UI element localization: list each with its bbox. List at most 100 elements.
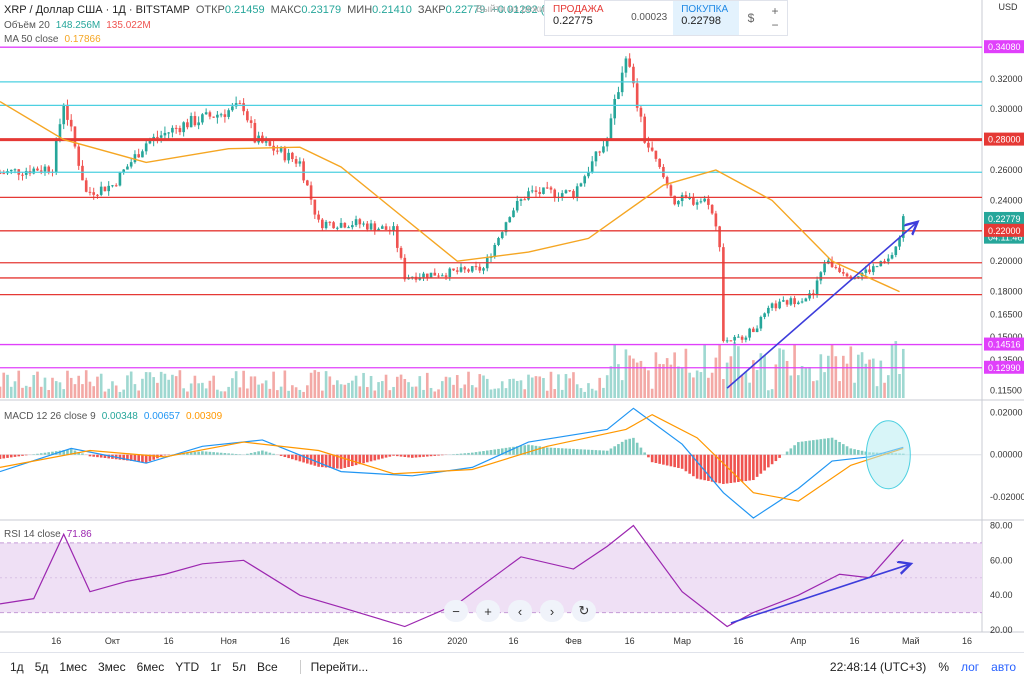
currency-icon[interactable]: $	[739, 1, 763, 35]
timeframe-1m[interactable]: 1мес	[59, 660, 87, 674]
chart-canvas[interactable]: 0.320000.300000.280000.260000.240000.220…	[0, 0, 1024, 652]
candle-body	[737, 337, 740, 338]
buy-button[interactable]: ПОКУПКА 0.22798	[673, 1, 739, 35]
macd-histogram-bar	[287, 455, 290, 458]
timeframe-1y[interactable]: 1г	[210, 660, 221, 674]
scroll-left-button[interactable]: ‹	[508, 600, 532, 622]
macd-histogram-bar	[771, 455, 774, 464]
candle-body	[760, 317, 763, 329]
timeframe-ytd[interactable]: YTD	[175, 660, 199, 674]
time-axis-tick: Мар	[673, 636, 691, 646]
volume-bar	[119, 392, 122, 398]
macd-histogram-bar	[651, 455, 654, 462]
candle-body	[265, 141, 268, 142]
macd-histogram-bar	[520, 446, 523, 455]
volume-bar	[591, 389, 594, 398]
volume-bar	[790, 375, 793, 398]
volume-bar	[467, 372, 470, 398]
goto-button[interactable]: Перейти...	[300, 660, 369, 674]
auto-toggle[interactable]: авто	[991, 660, 1016, 674]
volume-bar	[823, 372, 826, 398]
candle-body	[186, 122, 189, 127]
volume-legend[interactable]: Объём 20 148.256M 135.022M	[4, 20, 151, 31]
volume-bar	[598, 378, 601, 398]
timeframe-1d[interactable]: 1д	[10, 660, 24, 674]
sell-label: ПРОДАЖА	[553, 4, 617, 15]
candle-body	[104, 187, 107, 191]
volume-bar	[272, 372, 275, 398]
macd-legend[interactable]: MACD 12 26 close 9 0.00348 0.00657 0.003…	[4, 411, 222, 422]
macd-histogram-bar	[463, 453, 466, 454]
macd-histogram-bar	[220, 453, 223, 455]
macd-histogram-bar	[44, 453, 47, 455]
volume-bar	[231, 378, 234, 398]
macd-histogram-bar	[715, 455, 718, 483]
timeframe-3m[interactable]: 3мес	[98, 660, 126, 674]
macd-histogram-bar	[722, 455, 725, 484]
candle-body	[92, 192, 95, 195]
macd-histogram-bar	[827, 438, 830, 455]
scroll-right-button[interactable]: ›	[540, 600, 564, 622]
volume-bar	[718, 344, 721, 398]
macd-histogram-bar	[752, 455, 755, 480]
volume-legend-v1: 148.256M	[56, 20, 100, 31]
timeframe-all[interactable]: Все	[257, 660, 278, 674]
macd-histogram-bar	[2, 455, 5, 459]
volume-bar	[220, 391, 223, 398]
currency-label[interactable]: USD	[992, 2, 1024, 13]
rsi-legend[interactable]: RSI 14 close 71.86	[4, 529, 92, 540]
candle-body	[655, 151, 658, 159]
candle-body	[628, 58, 631, 66]
macd-histogram-bar	[842, 444, 845, 455]
candle-body	[0, 173, 1, 174]
macd-histogram-bar	[613, 446, 616, 454]
volume-bar	[25, 386, 28, 398]
zoom-out-button[interactable]: −	[444, 600, 468, 622]
macd-histogram-bar	[81, 453, 84, 454]
candle-body	[224, 114, 227, 117]
time-axis-tick: Фев	[565, 636, 582, 646]
candle-body	[276, 151, 279, 152]
candle-body	[269, 141, 272, 146]
candle-body	[302, 161, 305, 180]
timeframe-5y[interactable]: 5л	[232, 660, 246, 674]
volume-bar	[197, 383, 200, 398]
rsi-axis-tick: 40.00	[990, 590, 1013, 600]
volume-bar	[782, 350, 785, 398]
macd-histogram-bar	[235, 454, 238, 455]
macd-axis-tick: 0.02000	[990, 408, 1023, 418]
clock-time[interactable]: 22:48:14 (UTC+3)	[830, 660, 926, 674]
candle-body	[677, 201, 680, 204]
macd-histogram-bar	[190, 452, 193, 454]
log-toggle[interactable]: лог	[961, 660, 979, 674]
volume-bar	[857, 355, 860, 398]
time-axis-tick: Апр	[790, 636, 806, 646]
sell-button[interactable]: ПРОДАЖА 0.22775	[545, 1, 625, 35]
time-axis-tick: Ноя	[220, 636, 237, 646]
volume-bar	[681, 368, 684, 398]
zoom-in-button[interactable]: +	[476, 600, 500, 622]
macd-histogram-bar	[212, 452, 215, 455]
percent-toggle[interactable]: %	[938, 660, 949, 674]
macd-histogram-bar	[861, 451, 864, 455]
reset-chart-button[interactable]: ↻	[572, 600, 596, 622]
ma-legend-value: 0.17866	[64, 34, 100, 45]
volume-bar	[347, 383, 350, 398]
timeframe-6m[interactable]: 6мес	[137, 660, 165, 674]
volume-bar	[707, 378, 710, 398]
ma-legend[interactable]: MA 50 close 0.17866	[4, 34, 101, 45]
symbol-title[interactable]: XRP / Доллар США · 1Д · BITSTAMP	[4, 4, 190, 16]
volume-bar	[216, 390, 219, 398]
candle-body	[625, 58, 628, 72]
navigation-toolbar: − + ‹ › ↻	[444, 600, 596, 622]
candle-body	[160, 135, 163, 137]
volume-bar	[415, 387, 418, 398]
timeframe-5d[interactable]: 5д	[35, 660, 49, 674]
expand-icon[interactable]: +−	[763, 1, 787, 35]
volume-bar	[70, 378, 73, 398]
macd-histogram-bar	[846, 446, 849, 454]
macd-histogram-bar	[602, 451, 605, 455]
volume-bar	[448, 377, 451, 398]
macd-histogram-bar	[805, 441, 808, 455]
volume-bar	[452, 385, 455, 398]
